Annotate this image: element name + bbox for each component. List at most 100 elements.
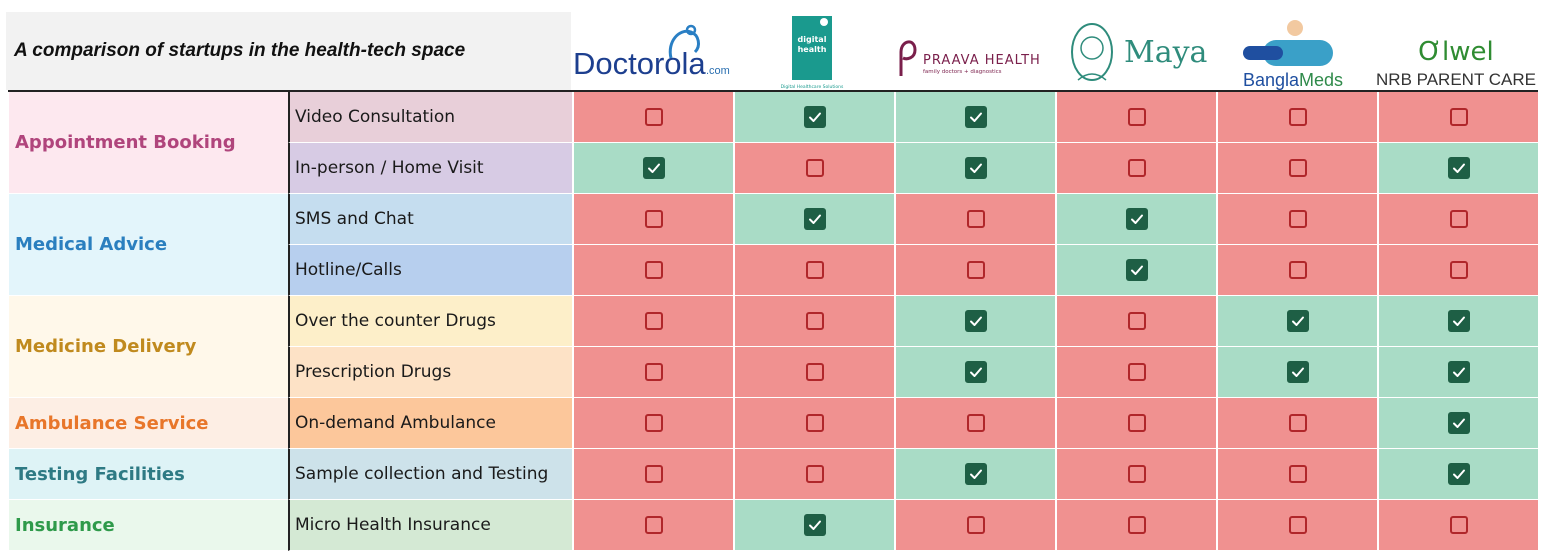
svg-text:Meds: Meds — [1299, 70, 1343, 90]
cell-digital-health — [733, 143, 894, 194]
unchecked-checkbox-icon[interactable] — [1288, 210, 1307, 228]
cell-olwel — [1377, 449, 1538, 500]
feature-label: Prescription Drugs — [288, 347, 572, 398]
cell-praava-health — [894, 500, 1055, 551]
checked-checkbox-icon[interactable] — [803, 514, 826, 536]
checked-checkbox-icon[interactable] — [1447, 157, 1470, 179]
checked-checkbox-icon[interactable] — [1286, 361, 1309, 383]
unchecked-checkbox-icon[interactable] — [1127, 363, 1146, 381]
cell-banglameds — [1216, 347, 1377, 398]
cell-praava-health — [894, 143, 1055, 194]
cell-digital-health — [733, 194, 894, 245]
cell-banglameds — [1216, 449, 1377, 500]
cell-digital-health — [733, 245, 894, 296]
category-ambulance-service: Ambulance Service — [8, 398, 288, 449]
cell-maya — [1055, 398, 1216, 449]
checked-checkbox-icon[interactable] — [803, 106, 826, 128]
unchecked-checkbox-icon[interactable] — [966, 516, 985, 534]
cell-maya — [1055, 347, 1216, 398]
unchecked-checkbox-icon[interactable] — [644, 414, 663, 432]
unchecked-checkbox-icon[interactable] — [1288, 108, 1307, 126]
unchecked-checkbox-icon[interactable] — [805, 465, 824, 483]
unchecked-checkbox-icon[interactable] — [1127, 465, 1146, 483]
cell-digital-health — [733, 296, 894, 347]
unchecked-checkbox-icon[interactable] — [1449, 108, 1468, 126]
checked-checkbox-icon[interactable] — [1447, 310, 1470, 332]
cell-doctorola — [572, 500, 733, 551]
category-medicine-delivery: Medicine Delivery — [8, 296, 288, 398]
unchecked-checkbox-icon[interactable] — [966, 210, 985, 228]
checked-checkbox-icon[interactable] — [803, 208, 826, 230]
unchecked-checkbox-icon[interactable] — [805, 414, 824, 432]
checked-checkbox-icon[interactable] — [964, 310, 987, 332]
feature-label: On-demand Ambulance — [288, 398, 572, 449]
checked-checkbox-icon[interactable] — [964, 361, 987, 383]
cell-doctorola — [572, 245, 733, 296]
unchecked-checkbox-icon[interactable] — [1127, 312, 1146, 330]
cell-olwel — [1377, 92, 1538, 143]
checked-checkbox-icon[interactable] — [1286, 310, 1309, 332]
checked-checkbox-icon[interactable] — [1447, 463, 1470, 485]
unchecked-checkbox-icon[interactable] — [644, 465, 663, 483]
unchecked-checkbox-icon[interactable] — [644, 108, 663, 126]
category-insurance: Insurance — [8, 500, 288, 551]
cell-doctorola — [572, 92, 733, 143]
cell-banglameds — [1216, 194, 1377, 245]
unchecked-checkbox-icon[interactable] — [805, 261, 824, 279]
unchecked-checkbox-icon[interactable] — [1127, 516, 1146, 534]
unchecked-checkbox-icon[interactable] — [1288, 261, 1307, 279]
logo-maya: Maya — [1054, 12, 1215, 90]
svg-text:Bangla: Bangla — [1243, 70, 1300, 90]
unchecked-checkbox-icon[interactable] — [1127, 414, 1146, 432]
unchecked-checkbox-icon[interactable] — [966, 261, 985, 279]
checked-checkbox-icon[interactable] — [964, 463, 987, 485]
unchecked-checkbox-icon[interactable] — [644, 516, 663, 534]
unchecked-checkbox-icon[interactable] — [1288, 465, 1307, 483]
unchecked-checkbox-icon[interactable] — [1127, 108, 1146, 126]
checked-checkbox-icon[interactable] — [964, 106, 987, 128]
logo-banglameds: Bangla Meds — [1215, 12, 1376, 90]
cell-banglameds — [1216, 143, 1377, 194]
checked-checkbox-icon[interactable] — [1447, 361, 1470, 383]
cell-maya — [1055, 143, 1216, 194]
unchecked-checkbox-icon[interactable] — [1449, 261, 1468, 279]
logo-doctorola: Doctorola .com — [571, 12, 732, 90]
svg-text:family doctors + diagnostics: family doctors + diagnostics — [923, 69, 1002, 75]
unchecked-checkbox-icon[interactable] — [1449, 210, 1468, 228]
cell-doctorola — [572, 296, 733, 347]
svg-text:Maya: Maya — [1124, 35, 1208, 70]
checked-checkbox-icon[interactable] — [1125, 259, 1148, 281]
unchecked-checkbox-icon[interactable] — [644, 261, 663, 279]
unchecked-checkbox-icon[interactable] — [1288, 159, 1307, 177]
title-box: A comparison of startups in the health-t… — [6, 12, 571, 90]
svg-text:digital: digital — [798, 35, 827, 44]
unchecked-checkbox-icon[interactable] — [805, 159, 824, 177]
cell-doctorola — [572, 449, 733, 500]
cell-banglameds — [1216, 500, 1377, 551]
cell-maya — [1055, 296, 1216, 347]
unchecked-checkbox-icon[interactable] — [1127, 159, 1146, 177]
cell-maya — [1055, 449, 1216, 500]
cell-olwel — [1377, 347, 1538, 398]
cell-praava-health — [894, 296, 1055, 347]
unchecked-checkbox-icon[interactable] — [644, 312, 663, 330]
unchecked-checkbox-icon[interactable] — [644, 210, 663, 228]
checked-checkbox-icon[interactable] — [642, 157, 665, 179]
cell-praava-health — [894, 92, 1055, 143]
unchecked-checkbox-icon[interactable] — [644, 363, 663, 381]
feature-label: SMS and Chat — [288, 194, 572, 245]
checked-checkbox-icon[interactable] — [1125, 208, 1148, 230]
cell-praava-health — [894, 347, 1055, 398]
cell-digital-health — [733, 398, 894, 449]
checked-checkbox-icon[interactable] — [964, 157, 987, 179]
category-medical-advice: Medical Advice — [8, 194, 288, 296]
unchecked-checkbox-icon[interactable] — [966, 414, 985, 432]
cell-olwel — [1377, 143, 1538, 194]
checked-checkbox-icon[interactable] — [1447, 412, 1470, 434]
unchecked-checkbox-icon[interactable] — [805, 363, 824, 381]
unchecked-checkbox-icon[interactable] — [1288, 516, 1307, 534]
unchecked-checkbox-icon[interactable] — [1449, 516, 1468, 534]
unchecked-checkbox-icon[interactable] — [805, 312, 824, 330]
unchecked-checkbox-icon[interactable] — [1288, 414, 1307, 432]
cell-olwel — [1377, 194, 1538, 245]
